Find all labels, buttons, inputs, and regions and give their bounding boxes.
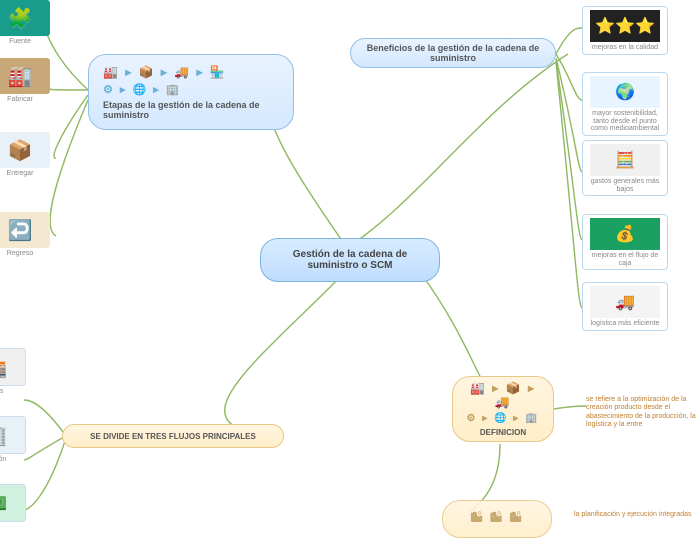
bottom-icons: 🏙 🏙 🏙 xyxy=(470,512,524,523)
beneficio-card-2: 🧮 gastos generales más bajos xyxy=(582,140,668,196)
etapas-item-img: 🏭 xyxy=(0,58,50,94)
beneficio-img: 💰 xyxy=(590,218,660,250)
beneficios-node: Beneficios de la gestión de la cadena de… xyxy=(350,38,556,68)
definicion-text1: se refiere a la optimización de la creac… xyxy=(586,396,696,430)
etapas-icons2: ⚙ ▸ 🌐 ▸ 🏢 xyxy=(103,83,182,96)
definicion-icons2: ⚙ ▸ 🌐 ▸ 🏢 xyxy=(466,413,539,424)
etapas-item-3: ↩️ Regreso xyxy=(0,212,50,257)
beneficio-img: 🌍 xyxy=(590,76,660,108)
beneficio-card-4: 🚚 logística más eficiente xyxy=(582,282,668,331)
definicion-icons: 🏭 ▸ 📦 ▸ 🚚 xyxy=(463,381,543,409)
etapas-item-img: 🧩 xyxy=(0,0,50,36)
flujos-node: SE DIVIDE EN TRES FLUJOS PRINCIPALES xyxy=(62,424,284,448)
etapas-item-label: Fabricar xyxy=(7,96,33,103)
etapas-item-1: 🏭 Fabricar xyxy=(0,58,50,103)
beneficio-img: 🧮 xyxy=(590,144,660,176)
center-node: Gestión de la cadena de suministro o SCM xyxy=(260,238,440,282)
flujos-item-label: mación xyxy=(0,456,6,463)
etapas-item-label: Entregar xyxy=(7,170,34,177)
etapas-item-img: 📦 xyxy=(0,132,50,168)
beneficio-label: mejoras en la calidad xyxy=(592,44,658,52)
beneficio-label: mejoras en el flujo de caja xyxy=(585,252,665,267)
etapas-item-0: 🧩 Fuente xyxy=(0,0,50,45)
etapas-item-img: ↩️ xyxy=(0,212,50,248)
beneficio-label: gastos generales más bajos xyxy=(585,178,665,193)
flujos-item-img: 💵 xyxy=(0,484,26,522)
beneficio-img: ⭐⭐⭐ xyxy=(590,10,660,42)
flujos-item-img: 🏬 xyxy=(0,348,26,386)
etapas-item-label: Regreso xyxy=(7,250,33,257)
beneficio-card-3: 💰 mejoras en el flujo de caja xyxy=(582,214,668,270)
beneficio-card-1: 🌍mayor sostenibilidad, tanto desde el pu… xyxy=(582,72,668,136)
beneficio-label: mayor sostenibilidad, tanto desde el pun… xyxy=(585,110,665,133)
flujos-item-1: 🏢 mación xyxy=(0,416,26,463)
flujos-item-img: 🏢 xyxy=(0,416,26,454)
etapas-icons: 🏭 ▸ 📦 ▸ 🚚 ▸ 🏪 xyxy=(103,65,227,79)
flujos-item-2: 💵 xyxy=(0,484,26,524)
beneficio-card-0: ⭐⭐⭐ mejoras en la calidad xyxy=(582,6,668,55)
definicion-label: DEFINICION xyxy=(480,428,526,437)
beneficios-label: Beneficios de la gestión de la cadena de… xyxy=(361,43,545,63)
bottom-node: 🏙 🏙 🏙 xyxy=(442,500,552,538)
beneficio-label: logística más eficiente xyxy=(591,320,660,328)
flujos-label: SE DIVIDE EN TRES FLUJOS PRINCIPALES xyxy=(90,432,256,441)
etapas-label: Etapas de la gestión de la cadena de sum… xyxy=(103,100,283,120)
etapas-item-2: 📦 Entregar xyxy=(0,132,50,177)
etapas-node: 🏭 ▸ 📦 ▸ 🚚 ▸ 🏪 ⚙ ▸ 🌐 ▸ 🏢 Etapas de la ges… xyxy=(88,54,294,130)
center-label: Gestión de la cadena de suministro o SCM xyxy=(271,249,429,271)
etapas-item-label: Fuente xyxy=(9,38,31,45)
definicion-node: 🏭 ▸ 📦 ▸ 🚚 ⚙ ▸ 🌐 ▸ 🏢 DEFINICION xyxy=(452,376,554,442)
flujos-item-0: 🏬 uctos xyxy=(0,348,26,395)
beneficio-img: 🚚 xyxy=(590,286,660,318)
definicion-text2: la planificación y ejecución integradas xyxy=(574,511,696,519)
flujos-item-label: uctos xyxy=(0,388,3,395)
